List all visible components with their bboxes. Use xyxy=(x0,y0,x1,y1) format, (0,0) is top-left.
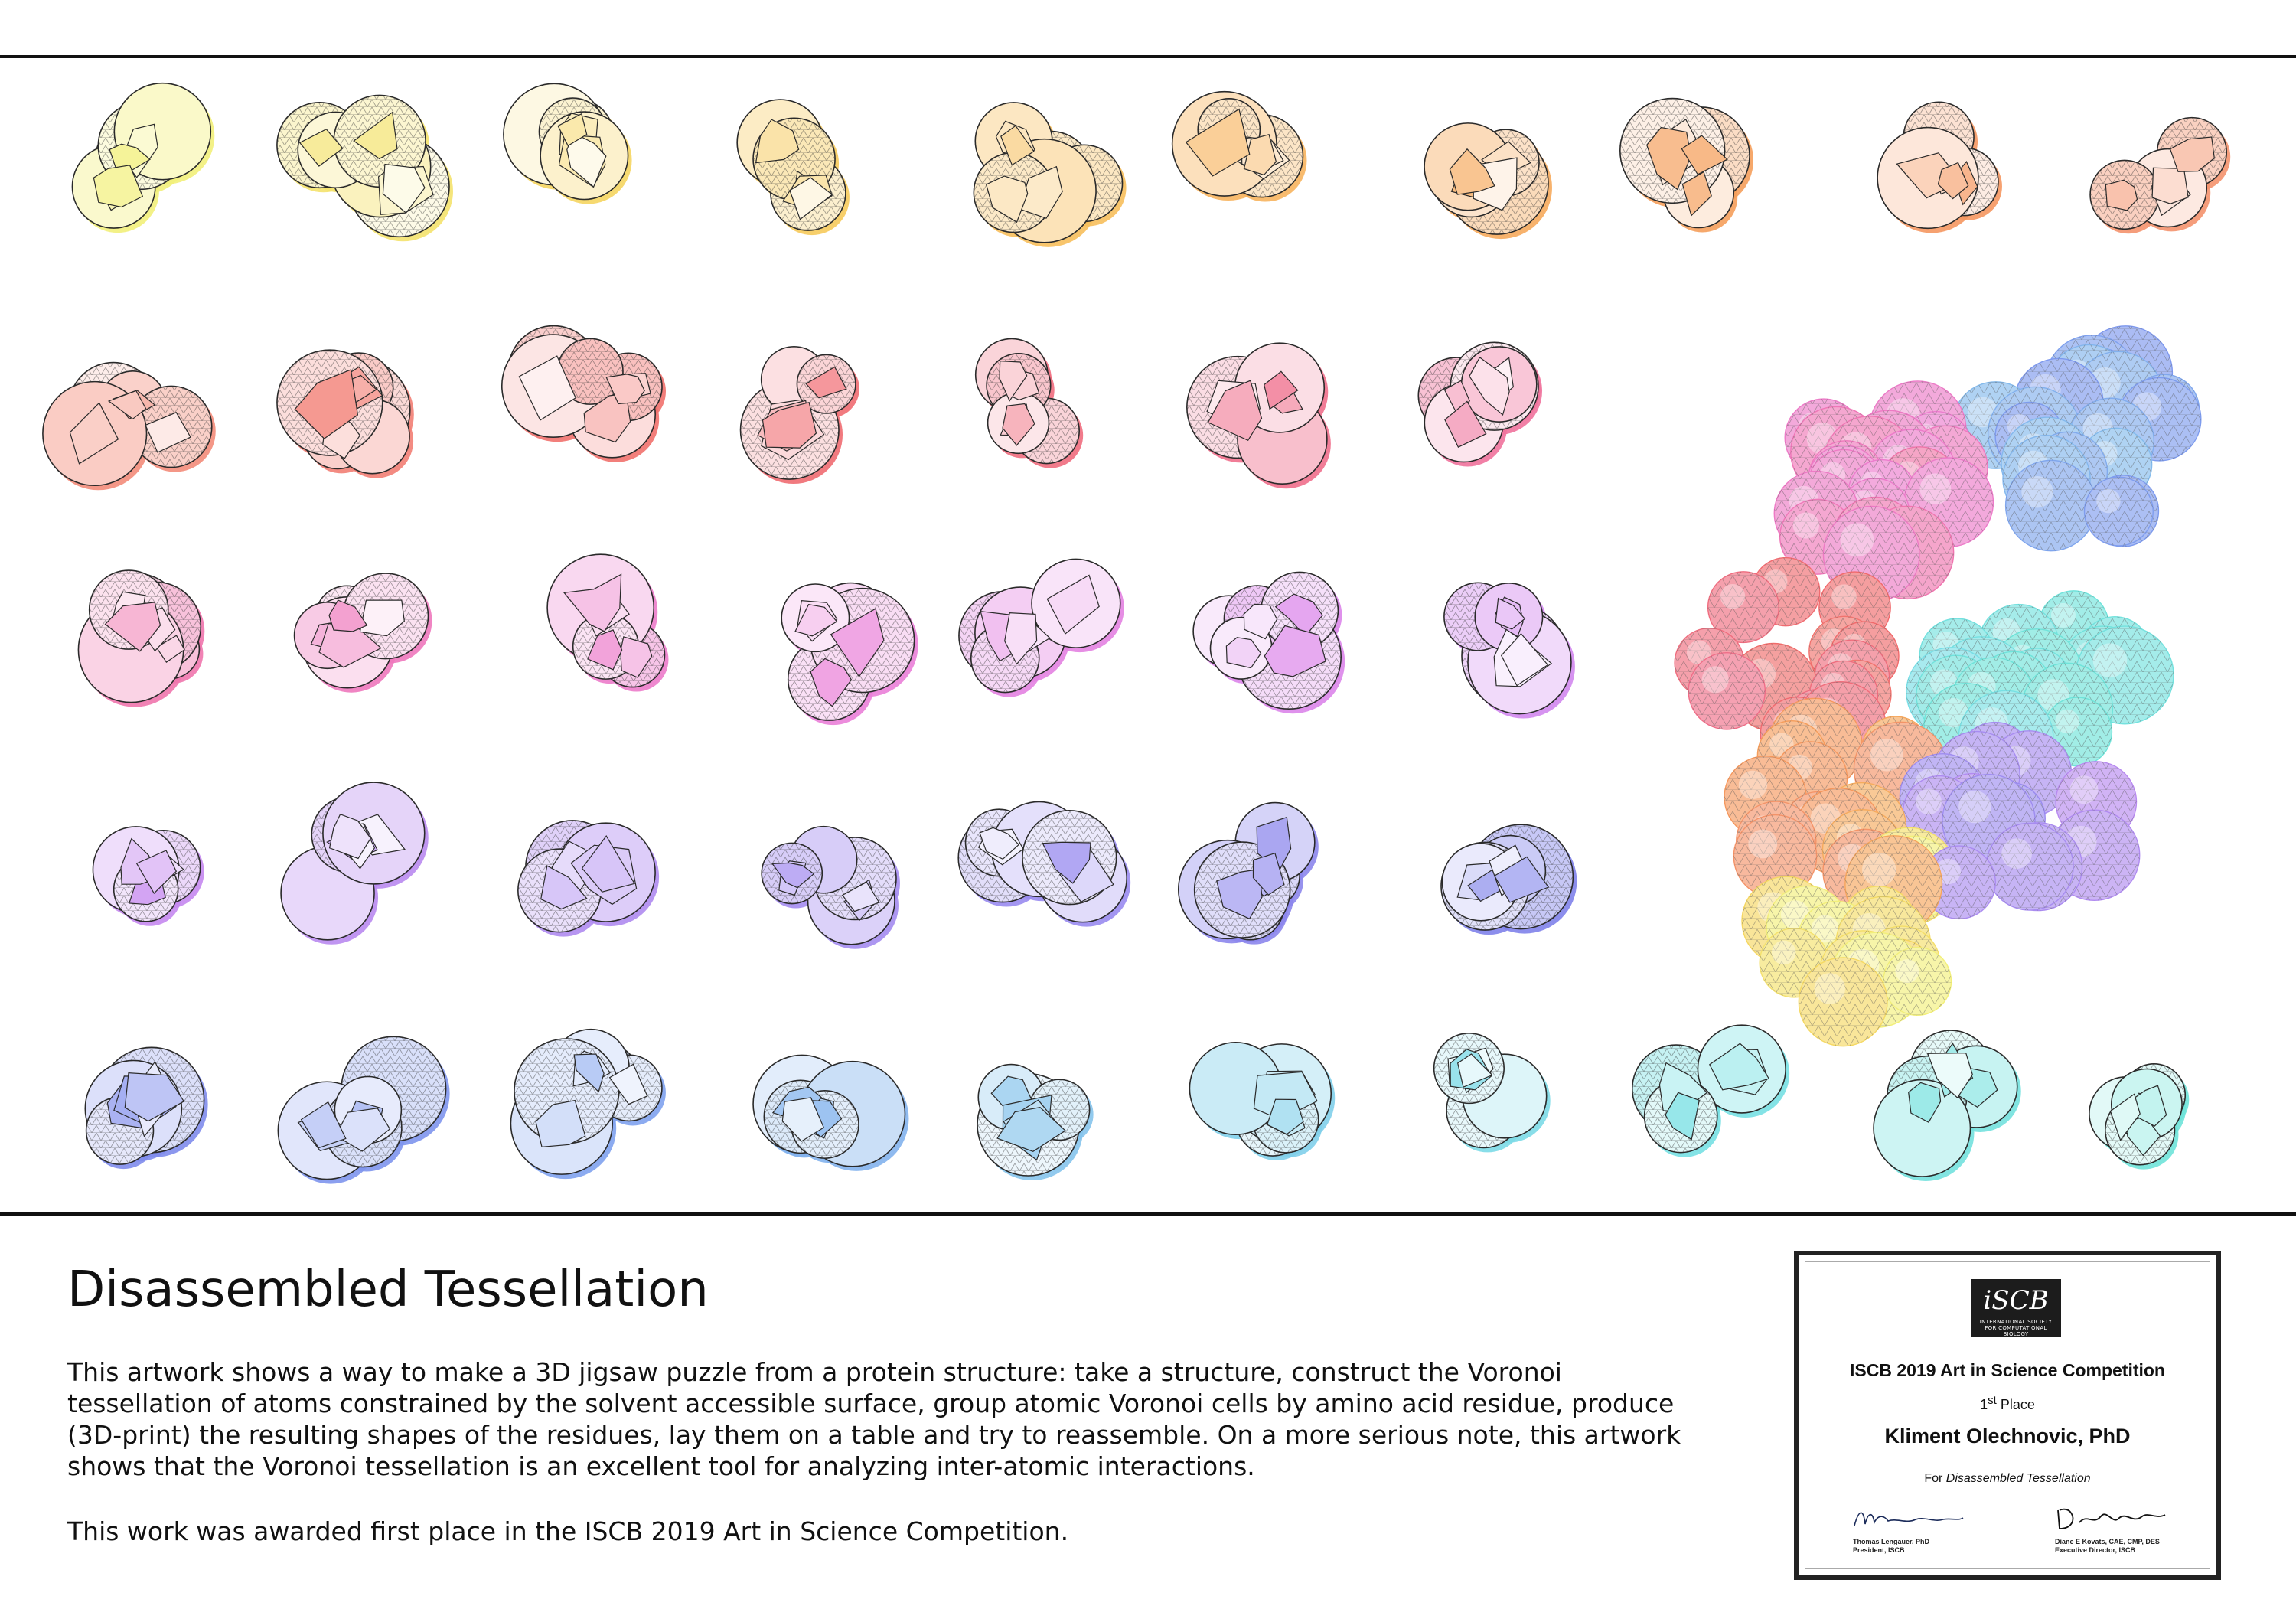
signer-right: Diane E Kovats, CAE, CMP, DES Executive D… xyxy=(2055,1538,2160,1555)
residue-piece xyxy=(1433,1033,1551,1153)
residue-piece xyxy=(276,94,453,242)
residue-piece xyxy=(977,1063,1094,1181)
residue-piece xyxy=(2089,1062,2190,1170)
residue-piece xyxy=(752,1054,909,1171)
residue-piece xyxy=(501,325,667,462)
atom-sphere xyxy=(2083,476,2154,547)
residue-piece xyxy=(958,558,1124,697)
residue-piece xyxy=(1177,801,1319,945)
award-note: This work was awarded first place in the… xyxy=(67,1516,1069,1546)
residue-piece xyxy=(761,825,900,949)
residue-piece xyxy=(1440,824,1577,935)
atom-sphere xyxy=(1883,946,1952,1016)
residue-piece xyxy=(517,820,660,937)
bottom-rule xyxy=(0,1212,2296,1216)
atom-sphere xyxy=(1922,845,1996,920)
place-number: 1 xyxy=(1980,1397,1988,1412)
residue-piece xyxy=(1424,122,1552,240)
residue-piece xyxy=(1189,1042,1336,1161)
residue-piece xyxy=(293,573,432,693)
residue-piece xyxy=(974,338,1084,468)
atom-sphere xyxy=(1985,822,2074,911)
residue-piece xyxy=(1417,341,1543,467)
place-suffix: st xyxy=(1988,1394,1997,1407)
residue-artwork xyxy=(42,82,2231,1184)
atom-sphere xyxy=(1733,814,1818,899)
residue-piece xyxy=(92,826,204,926)
residue-piece xyxy=(546,553,669,692)
residue-piece xyxy=(739,345,859,485)
certificate-place: 1st Place xyxy=(1805,1394,2210,1413)
iscb-logo-text: iSCB xyxy=(1983,1285,2049,1316)
residue-piece xyxy=(503,83,632,204)
for-label: For xyxy=(1924,1472,1943,1485)
residue-piece xyxy=(1631,1024,1790,1157)
disassembled-pieces xyxy=(42,82,2231,1184)
certificate-work-title: Disassembled Tessellation xyxy=(1945,1472,2091,1485)
residue-piece xyxy=(1873,1030,2021,1182)
signer-left-role: President, ISCB xyxy=(1853,1546,1905,1554)
residue-piece xyxy=(1171,90,1307,202)
residue-piece xyxy=(1443,582,1575,719)
signer-right-role: Executive Director, ISCB xyxy=(2055,1546,2136,1554)
residue-piece xyxy=(2089,116,2231,234)
atom-sphere xyxy=(1759,928,1829,998)
residue-piece xyxy=(84,1046,208,1170)
residue-piece xyxy=(77,569,205,707)
assembled-protein xyxy=(1674,325,2202,1047)
residue-piece xyxy=(1877,101,2002,233)
residue-piece xyxy=(276,349,414,478)
residue-piece xyxy=(973,102,1127,247)
atom-sphere xyxy=(1798,957,1888,1047)
iscb-logo: iSCB INTERNATIONAL SOCIETY FOR COMPUTATI… xyxy=(1971,1279,2061,1337)
signer-right-name: Diane E Kovats, CAE, CMP, DES xyxy=(2055,1538,2160,1545)
residue-piece xyxy=(510,1028,666,1180)
residue-piece xyxy=(781,582,918,726)
residue-piece xyxy=(957,801,1131,927)
artwork-title: Disassembled Tessellation xyxy=(67,1261,709,1318)
atom-sphere xyxy=(1707,571,1779,644)
signature-left xyxy=(1854,1512,1964,1526)
residue-piece xyxy=(1619,97,1754,233)
place-word: Place xyxy=(2000,1397,2035,1412)
residue-piece xyxy=(280,782,429,945)
atom-sphere xyxy=(1688,652,1766,730)
atom-sphere xyxy=(2004,459,2097,552)
residue-piece xyxy=(71,82,215,233)
iscb-logo-subtext: INTERNATIONAL SOCIETY FOR COMPUTATIONAL … xyxy=(1979,1319,2053,1337)
certificate-competition: ISCB 2019 Art in Science Competition xyxy=(1850,1360,2165,1380)
certificate-inner-border: iSCB INTERNATIONAL SOCIETY FOR COMPUTATI… xyxy=(1805,1261,2210,1569)
certificate-for: For Disassembled Tessellation xyxy=(1805,1472,2210,1486)
signer-left: Thomas Lengauer, PhD President, ISCB xyxy=(1853,1538,1929,1555)
residue-piece xyxy=(736,99,850,236)
top-rule xyxy=(0,55,2296,58)
residue-piece xyxy=(1192,571,1345,714)
residue-piece xyxy=(42,361,216,491)
signature-right xyxy=(2057,1508,2166,1529)
residue-piece xyxy=(277,1036,450,1184)
artwork-description: This artwork shows a way to make a 3D ji… xyxy=(67,1357,1681,1481)
certificate-recipient: Kliment Olechnovic, PhD xyxy=(1884,1425,2131,1447)
residue-piece xyxy=(1186,342,1331,489)
award-certificate: iSCB INTERNATIONAL SOCIETY FOR COMPUTATI… xyxy=(1794,1251,2221,1580)
signer-left-name: Thomas Lengauer, PhD xyxy=(1853,1538,1930,1545)
